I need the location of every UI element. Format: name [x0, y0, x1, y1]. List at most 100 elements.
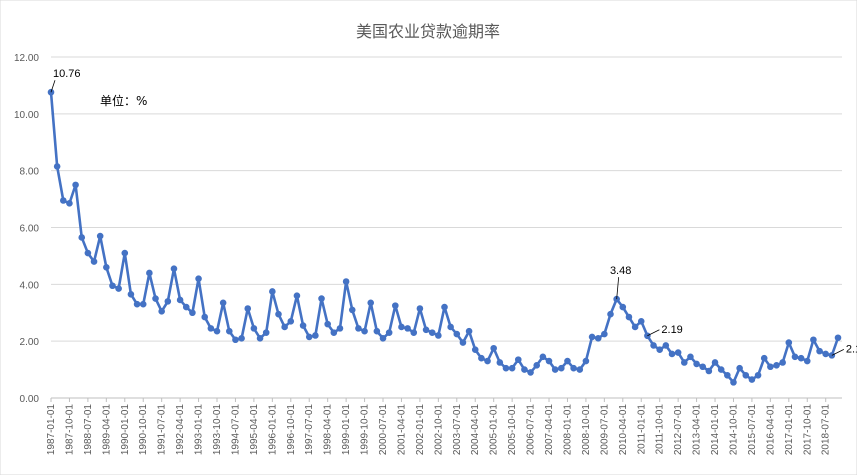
x-tick-label: 2009-07-01 [599, 404, 610, 456]
x-tick-label: 2001-04-01 [396, 404, 407, 456]
x-tick-label: 1987-10-01 [64, 404, 75, 456]
data-point [582, 357, 590, 365]
data-point [115, 285, 122, 292]
data-point [607, 310, 614, 318]
data-point [680, 359, 688, 366]
y-tick-label: 10.00 [14, 110, 39, 121]
data-point [312, 332, 319, 339]
x-tick-label: 1995-04-01 [249, 404, 260, 456]
x-tick-label: 2011-01-01 [636, 404, 647, 455]
data-point [521, 366, 528, 373]
data-point [84, 249, 92, 257]
data-label-leader [647, 329, 660, 337]
data-point [644, 332, 651, 340]
data-point [404, 325, 411, 332]
x-tick-label: 1993-01-01 [194, 404, 205, 456]
data-point [78, 234, 86, 241]
data-point [730, 379, 737, 386]
data-point [348, 306, 356, 314]
data-point [269, 288, 276, 295]
data-point [687, 353, 694, 361]
data-point [373, 327, 381, 335]
data-point [324, 320, 331, 328]
y-tick-label: 6.00 [20, 224, 40, 235]
data-point [299, 322, 307, 329]
data-point [545, 357, 553, 365]
data-point [109, 282, 116, 290]
x-tick-label: 2008-01-01 [562, 404, 573, 456]
x-tick-label: 2017-01-01 [784, 404, 795, 456]
data-point [773, 362, 780, 369]
data-point [336, 325, 344, 332]
data-point [834, 334, 842, 342]
data-point [564, 357, 571, 365]
x-tick-label: 2005-01-01 [489, 404, 500, 456]
data-point [379, 335, 387, 342]
data-point [471, 346, 479, 353]
x-tick-label: 2010-04-01 [618, 404, 629, 456]
data-point [631, 323, 639, 331]
data-point [72, 181, 79, 189]
data-point [822, 350, 830, 358]
x-tick-label: 1996-10-01 [286, 404, 297, 456]
data-point [668, 350, 676, 358]
data-point [576, 366, 584, 373]
x-tick-label: 1994-07-01 [230, 404, 241, 456]
data-point [96, 232, 104, 240]
data-point [213, 327, 221, 335]
data-point [133, 300, 141, 308]
data-point [318, 295, 325, 302]
x-tick-label: 1998-04-01 [323, 404, 334, 456]
data-point [724, 371, 731, 379]
x-tick-label: 2000-07-01 [378, 404, 389, 456]
x-tick-label: 2003-07-01 [452, 404, 463, 456]
data-point [385, 329, 393, 336]
x-tick-label: 1999-01-01 [341, 404, 352, 456]
data-point [293, 292, 301, 300]
data-point [256, 335, 264, 342]
data-point [779, 359, 786, 366]
unit-note: 单位：% [100, 93, 147, 108]
data-point [158, 308, 165, 315]
x-tick-label: 1990-10-01 [138, 404, 149, 456]
x-tick-label: 2014-01-01 [710, 404, 721, 456]
x-tick-label: 2006-07-01 [526, 404, 537, 456]
data-point [121, 249, 129, 257]
data-point [588, 333, 596, 341]
data-point [361, 327, 368, 335]
data-point [59, 197, 67, 204]
data-label-leader [50, 80, 56, 93]
x-tick-label: 1987-01-01 [46, 404, 57, 456]
data-point [674, 349, 682, 356]
data-point [705, 367, 713, 375]
data-point [410, 329, 418, 336]
data-point [527, 369, 534, 376]
data-point [53, 163, 61, 170]
data-point [502, 364, 510, 372]
x-tick-label: 2005-10-01 [507, 404, 518, 456]
x-tick-label: 1999-10-01 [360, 404, 371, 456]
x-tick-label: 1997-07-01 [304, 404, 315, 456]
data-point [398, 323, 405, 331]
x-tick-label: 2013-04-01 [692, 404, 703, 456]
data-point [330, 329, 338, 336]
y-tick-label: 4.00 [20, 280, 40, 291]
data-point [816, 347, 823, 355]
data-point [508, 364, 516, 372]
data-point [189, 309, 196, 317]
data-point [496, 359, 504, 366]
data-point [170, 265, 178, 273]
x-tick-label: 1996-01-01 [267, 404, 278, 456]
data-labels: 10.76 3.48 2.19 2.12 [50, 68, 857, 356]
data-point [656, 346, 663, 353]
data-point [195, 275, 202, 282]
data-point [711, 359, 719, 366]
x-tick-label: 1990-01-01 [120, 404, 131, 456]
data-point [748, 376, 756, 383]
data-point [164, 298, 172, 305]
data-point [785, 339, 793, 346]
data-point [207, 325, 215, 332]
x-tick-label: 1991-07-01 [157, 404, 168, 456]
data-points [47, 88, 842, 386]
